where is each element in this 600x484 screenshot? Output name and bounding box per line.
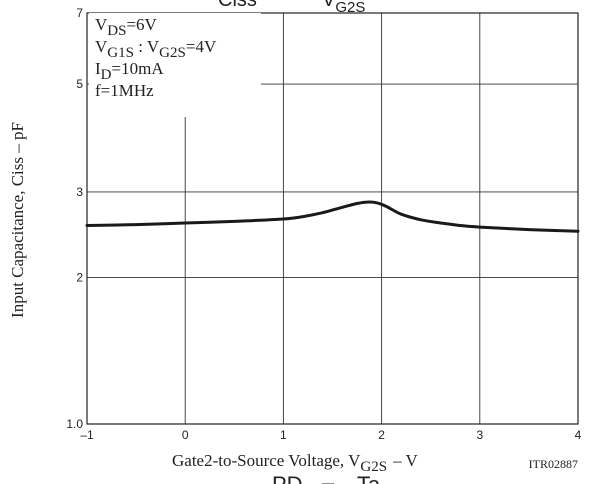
y-tick-label: 3 — [76, 185, 83, 199]
y-tick-label: 7 — [76, 6, 83, 20]
condition-line: VDS=6V — [95, 15, 158, 39]
figure-id: ITR02887 — [529, 457, 578, 471]
plot-area: –1 0 1 2 3 4 1.0 2 3 5 7 — [66, 6, 581, 442]
x-tick-label: 1 — [280, 428, 287, 442]
condition-line: VG1S : VG2S=4V — [95, 37, 217, 61]
ciss-curve — [85, 200, 580, 233]
top-title-fragment: Ciss – VG2S — [218, 0, 365, 16]
svg-text:Gate2-to-Source Voltage, VG2S–: Gate2-to-Source Voltage, VG2S – V — [172, 451, 419, 475]
top-title-right: VG2S — [322, 0, 365, 16]
condition-line: ID=10mA — [95, 59, 164, 83]
y-tick-label: 2 — [76, 271, 83, 285]
x-tick-label: 2 — [378, 428, 385, 442]
top-title-right-main: V — [322, 0, 336, 11]
x-axis-label: Gate2-to-Source Voltage, VG2S – V — [172, 451, 419, 475]
x-axis-label-unit: – V — [392, 451, 418, 470]
y-tick-label: 5 — [76, 77, 83, 91]
condition-box-bg — [89, 13, 261, 117]
x-tick-label: 4 — [575, 428, 582, 442]
bottom-title-right: Ta — [357, 472, 381, 484]
y-axis-label: Input Capacitance, Ciss – pF — [8, 122, 27, 318]
x-axis-label-sub: G2S — [360, 459, 387, 475]
bottom-title-left: PD — [272, 472, 303, 484]
y-tick-label: 1.0 — [66, 417, 83, 431]
x-tick-label: 3 — [476, 428, 483, 442]
top-title-right-sub: G2S — [335, 0, 365, 16]
x-tick-label: –1 — [80, 428, 94, 442]
bottom-title-fragment: PD – Ta — [272, 470, 381, 484]
plot-frame — [86, 12, 579, 425]
x-axis-label-main: Gate2-to-Source Voltage, V — [172, 451, 361, 470]
x-tick-label: 0 — [182, 428, 189, 442]
svg-text:Ciss: Ciss — [218, 0, 257, 11]
top-title-dash: – — [297, 0, 309, 9]
top-title-left: Ciss — [218, 0, 257, 11]
bottom-title-dash: – — [322, 470, 335, 484]
condition-line: f=1MHz — [95, 81, 154, 100]
